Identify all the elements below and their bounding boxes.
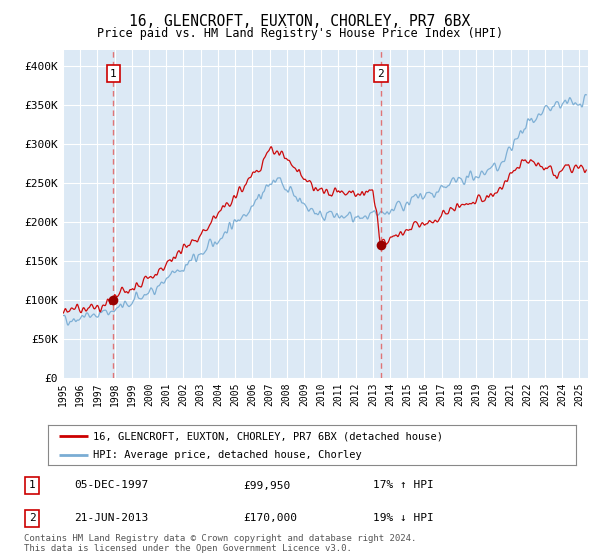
Text: 05-DEC-1997: 05-DEC-1997 [74,480,149,491]
Text: 16, GLENCROFT, EUXTON, CHORLEY, PR7 6BX (detached house): 16, GLENCROFT, EUXTON, CHORLEY, PR7 6BX … [93,431,443,441]
Text: £99,950: £99,950 [244,480,291,491]
Text: 2: 2 [29,514,35,524]
Text: £170,000: £170,000 [244,514,298,524]
Text: 19% ↓ HPI: 19% ↓ HPI [373,514,434,524]
Text: Price paid vs. HM Land Registry's House Price Index (HPI): Price paid vs. HM Land Registry's House … [97,27,503,40]
Text: 1: 1 [29,480,35,491]
Text: 21-JUN-2013: 21-JUN-2013 [74,514,149,524]
Text: 2: 2 [377,69,385,79]
Text: 17% ↑ HPI: 17% ↑ HPI [373,480,434,491]
Text: Contains HM Land Registry data © Crown copyright and database right 2024.
This d: Contains HM Land Registry data © Crown c… [24,534,416,553]
Text: 16, GLENCROFT, EUXTON, CHORLEY, PR7 6BX: 16, GLENCROFT, EUXTON, CHORLEY, PR7 6BX [130,14,470,29]
Text: HPI: Average price, detached house, Chorley: HPI: Average price, detached house, Chor… [93,450,362,460]
Text: 1: 1 [110,69,116,79]
